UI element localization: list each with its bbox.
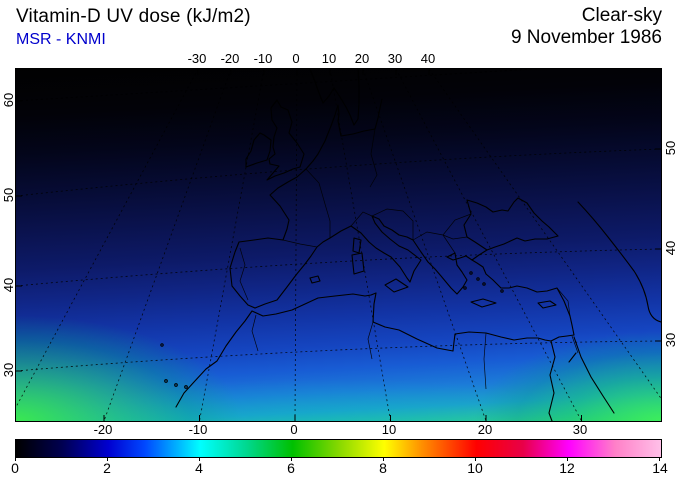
country-borders <box>239 128 579 390</box>
lon-tick-bottom: -20 <box>93 422 113 437</box>
colorbar-tick <box>15 457 16 461</box>
colorbar-label: 10 <box>467 460 483 476</box>
lon-tick-top: -10 <box>253 51 273 66</box>
dataset-source: MSR - KNMI <box>16 31 106 48</box>
colorbar-label: 8 <box>379 460 387 476</box>
colorbar-tick <box>475 457 476 461</box>
colorbar-label: 6 <box>287 460 295 476</box>
colorbar-tick <box>567 457 568 461</box>
lon-tick-top: 30 <box>387 51 403 66</box>
graticule <box>16 69 661 421</box>
lon-tick-bottom: 30 <box>572 422 588 437</box>
colorbar-tick <box>107 457 108 461</box>
lon-tick-top: 0 <box>292 51 300 66</box>
lon-tick-bottom: 0 <box>290 422 298 437</box>
lon-tick-bottom: 10 <box>381 422 397 437</box>
lon-tick-top: 40 <box>420 51 436 66</box>
coastlines <box>160 69 661 421</box>
page-title: Vitamin-D UV dose (kJ/m2) <box>16 6 251 27</box>
colorbar-label: 12 <box>559 460 575 476</box>
colorbar-tick <box>383 457 384 461</box>
lon-tick-bottom: 20 <box>477 422 493 437</box>
lat-tick-right: 40 <box>663 240 678 256</box>
colorbar-tick <box>659 457 660 461</box>
date-label: 9 November 1986 <box>510 27 662 48</box>
colorbar-label: 14 <box>652 460 668 476</box>
lon-tick-top: -30 <box>187 51 207 66</box>
colorbar-label: 4 <box>195 460 203 476</box>
lon-tick-top: -20 <box>220 51 240 66</box>
colorbar-tick <box>199 457 200 461</box>
lat-tick-left: 60 <box>1 92 16 108</box>
colorbar-gradient <box>15 439 662 458</box>
colorbar-label: 2 <box>103 460 111 476</box>
lat-tick-left: 40 <box>1 277 16 293</box>
lat-tick-right: 50 <box>663 140 678 156</box>
map-plot <box>15 68 662 422</box>
frame-ticks <box>16 69 661 421</box>
colorbar-tick <box>291 457 292 461</box>
lat-tick-left: 30 <box>1 362 16 378</box>
map-overlay <box>16 69 661 421</box>
lat-tick-right: 30 <box>663 332 678 348</box>
lat-tick-left: 50 <box>1 187 16 203</box>
sky-condition: Clear-sky <box>581 5 662 26</box>
colorbar-label: 0 <box>11 460 19 476</box>
lon-tick-bottom: -10 <box>188 422 208 437</box>
lon-tick-top: 10 <box>321 51 337 66</box>
lon-tick-top: 20 <box>354 51 370 66</box>
